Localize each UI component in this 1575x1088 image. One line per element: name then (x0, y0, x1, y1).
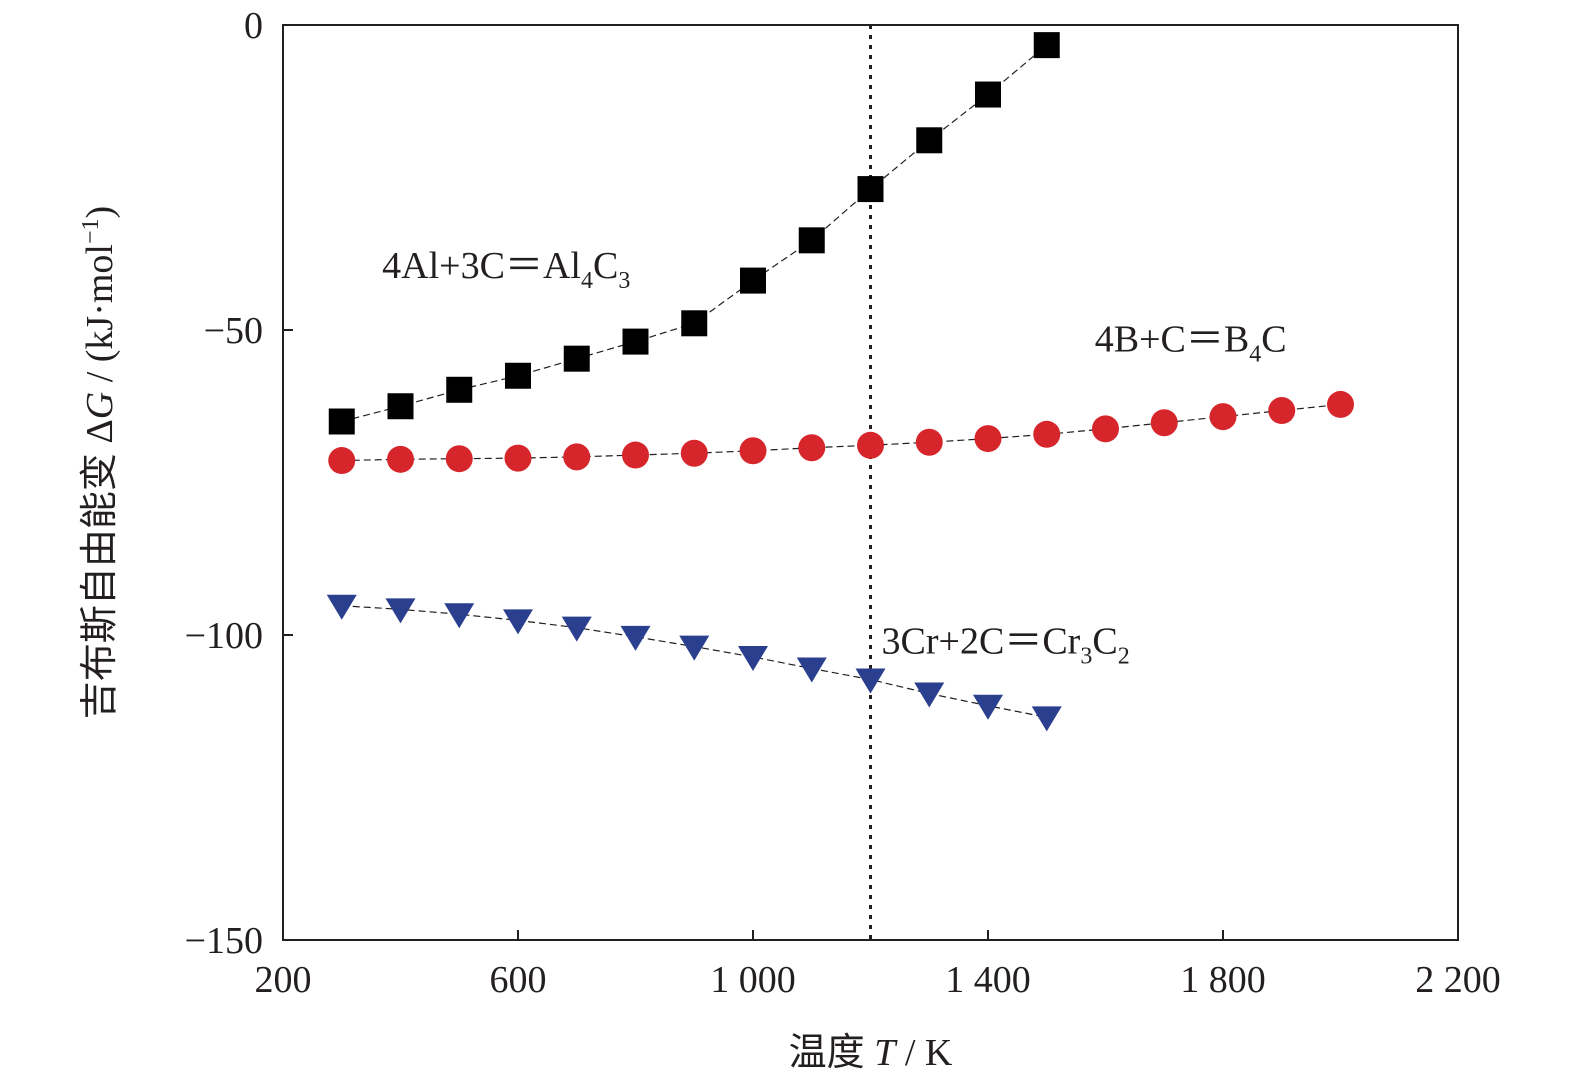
circle-marker (680, 439, 708, 467)
circle-marker (1327, 390, 1354, 418)
x-axis-title-var: T (874, 1032, 898, 1074)
circle-marker (504, 444, 532, 472)
y-axis-title: 吉布斯自由能变 ΔG / (kJ·mol−1) (78, 206, 121, 719)
x-tick-label: 1 800 (1180, 959, 1266, 1001)
y-axis-title-prefix: 吉布斯自由能变 Δ (79, 419, 121, 719)
y-tick-label: −100 (185, 615, 263, 657)
circle-marker (1150, 409, 1178, 437)
square-marker (681, 310, 708, 337)
y-axis-title-sup: −1 (78, 218, 104, 244)
triangle-marker (620, 625, 651, 651)
circle-marker (1209, 403, 1237, 431)
equation-subscript: 2 (1118, 643, 1130, 669)
square-marker (505, 362, 531, 389)
equation-subscript: 4 (581, 268, 593, 294)
circle-marker (328, 447, 356, 475)
triangle-marker (796, 657, 827, 683)
triangle-marker (1031, 706, 1062, 732)
series-markers (326, 32, 1354, 732)
y-axis-title-close: ) (79, 206, 121, 219)
square-marker (1033, 32, 1060, 59)
triangle-marker (973, 694, 1003, 720)
square-marker (563, 345, 590, 372)
square-marker (446, 376, 473, 403)
equation-subscript: 3 (618, 268, 630, 294)
triangle-marker (444, 603, 475, 629)
y-axis-title-suffix: / (kJ·mol (79, 244, 121, 392)
circle-marker (622, 441, 649, 469)
triangle-marker (679, 635, 710, 661)
x-axis-title: 温度 T / K (789, 1032, 953, 1074)
triangle-marker (738, 645, 768, 671)
series-square-line (341, 44, 1048, 423)
y-tick-label: 0 (244, 5, 263, 47)
square-marker (328, 408, 355, 435)
equation-label: 3Cr+2C＝Cr3C2 (882, 620, 1130, 669)
circle-marker (1268, 397, 1296, 425)
equation-label: 4Al+3C＝Al4C3 (382, 245, 630, 294)
equation-text: C (593, 245, 618, 287)
axis-ticks: 200 600 1 000 1 400 1 800 2 200 0 −50 −100 −150 (185, 5, 1501, 1001)
equation-text: 4Al+3C＝Al (382, 245, 581, 287)
equation-text: C (1261, 318, 1286, 360)
equation-text: 3Cr+2C＝Cr (882, 620, 1081, 662)
series-lines (341, 44, 1341, 718)
circle-marker (974, 425, 1002, 453)
y-tick-label: −50 (204, 310, 263, 352)
circle-marker (857, 431, 884, 459)
square-marker (975, 81, 1001, 108)
y-axis-title-var: G (79, 392, 121, 419)
triangle-marker (855, 668, 886, 694)
square-marker (857, 176, 884, 203)
equation-text: 4B+C＝B (1095, 318, 1249, 360)
square-marker (622, 328, 649, 355)
square-marker (798, 227, 825, 254)
triangle-marker (914, 682, 945, 708)
equation-label: 4B+C＝B4C (1095, 318, 1287, 367)
triangle-marker (503, 609, 533, 635)
series-circle-line (341, 403, 1341, 462)
equation-subscript: 4 (1249, 341, 1261, 367)
circle-marker (445, 445, 473, 473)
triangle-marker (561, 616, 592, 642)
circle-marker (798, 434, 826, 462)
equation-subscript: 3 (1080, 643, 1092, 669)
equation-text: C (1092, 620, 1117, 662)
circle-marker (387, 445, 414, 473)
x-tick-label: 2 200 (1415, 959, 1501, 1001)
square-marker (916, 127, 943, 154)
x-tick-label: 600 (490, 959, 547, 1001)
triangle-marker (326, 594, 357, 620)
plot-frame (282, 24, 1459, 941)
x-axis-title-suffix: / K (895, 1032, 953, 1074)
circle-marker (563, 443, 591, 471)
triangle-marker (385, 598, 416, 624)
square-marker (740, 267, 766, 294)
x-tick-label: 1 000 (710, 959, 796, 1001)
x-tick-label: 1 400 (945, 959, 1031, 1001)
circle-marker (739, 437, 767, 465)
x-tick-label: 200 (255, 959, 312, 1001)
x-axis-title-prefix: 温度 (789, 1032, 875, 1074)
square-marker (387, 393, 414, 420)
y-tick-label: −150 (185, 920, 263, 962)
circle-marker (1092, 415, 1119, 443)
circle-marker (915, 428, 943, 456)
circle-marker (1033, 420, 1061, 448)
